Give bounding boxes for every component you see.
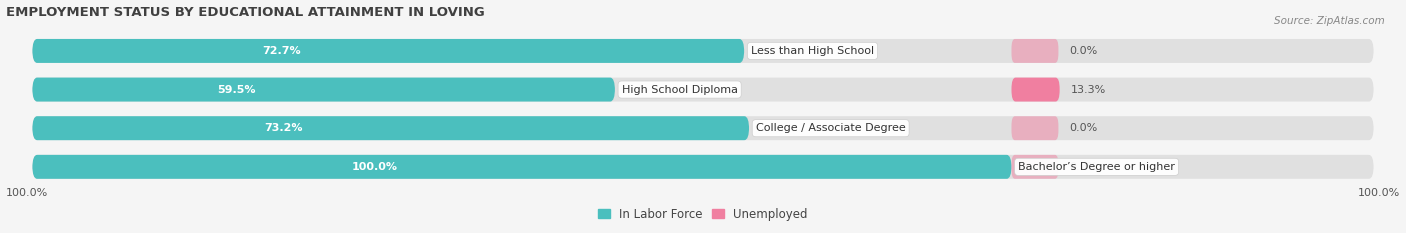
FancyBboxPatch shape — [32, 116, 1374, 140]
FancyBboxPatch shape — [32, 39, 1374, 63]
Text: College / Associate Degree: College / Associate Degree — [756, 123, 905, 133]
FancyBboxPatch shape — [1011, 39, 1059, 63]
Text: 0.0%: 0.0% — [1069, 46, 1098, 56]
Text: Bachelor’s Degree or higher: Bachelor’s Degree or higher — [1018, 162, 1175, 172]
FancyBboxPatch shape — [32, 155, 1374, 179]
FancyBboxPatch shape — [32, 155, 1011, 179]
FancyBboxPatch shape — [32, 78, 614, 102]
Text: 0.0%: 0.0% — [1069, 162, 1098, 172]
FancyBboxPatch shape — [1011, 78, 1060, 102]
FancyBboxPatch shape — [32, 116, 749, 140]
FancyBboxPatch shape — [1011, 155, 1059, 179]
Text: 0.0%: 0.0% — [1069, 123, 1098, 133]
Text: EMPLOYMENT STATUS BY EDUCATIONAL ATTAINMENT IN LOVING: EMPLOYMENT STATUS BY EDUCATIONAL ATTAINM… — [6, 6, 484, 19]
Text: 100.0%: 100.0% — [1358, 188, 1400, 198]
Text: 100.0%: 100.0% — [6, 188, 48, 198]
Text: 59.5%: 59.5% — [217, 85, 256, 95]
Legend: In Labor Force, Unemployed: In Labor Force, Unemployed — [593, 203, 813, 225]
FancyBboxPatch shape — [32, 39, 744, 63]
Text: 13.3%: 13.3% — [1070, 85, 1105, 95]
Text: 72.7%: 72.7% — [262, 46, 301, 56]
Text: High School Diploma: High School Diploma — [621, 85, 738, 95]
Text: 73.2%: 73.2% — [264, 123, 302, 133]
FancyBboxPatch shape — [32, 78, 1374, 102]
Text: Source: ZipAtlas.com: Source: ZipAtlas.com — [1274, 16, 1385, 26]
Text: Less than High School: Less than High School — [751, 46, 875, 56]
FancyBboxPatch shape — [1011, 116, 1059, 140]
Text: 100.0%: 100.0% — [352, 162, 398, 172]
